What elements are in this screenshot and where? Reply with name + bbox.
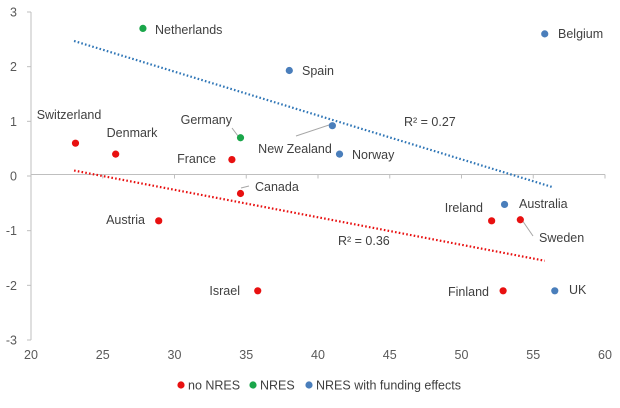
point-label: Belgium	[558, 27, 603, 41]
point-label: Netherlands	[155, 23, 222, 37]
leader-line	[231, 127, 239, 137]
x-tick-label: 45	[383, 348, 397, 362]
data-point	[500, 200, 509, 209]
point-label: Ireland	[445, 201, 483, 215]
r-squared-label: R² = 0.36	[338, 234, 390, 248]
data-point	[285, 66, 293, 75]
y-tick-label: -2	[6, 279, 17, 293]
x-tick-label: 20	[24, 348, 38, 362]
y-tick-label: 1	[10, 115, 17, 129]
legend-label: no NRES	[188, 379, 240, 393]
data-point	[254, 287, 262, 295]
point-label: Australia	[519, 197, 568, 211]
leader-line	[240, 185, 250, 189]
data-point	[488, 217, 496, 225]
legend-marker	[249, 381, 257, 389]
x-tick-label: 60	[598, 348, 612, 362]
leader-line	[521, 219, 534, 237]
data-point	[112, 150, 120, 158]
legend-label: NRES	[260, 379, 295, 393]
y-tick-label: 0	[10, 170, 17, 184]
point-label: UK	[569, 283, 587, 297]
data-labels: Switzerland Denmark France Canada Austria Isr…	[37, 23, 603, 299]
point-label: France	[177, 152, 216, 166]
x-tick-label: 40	[311, 348, 325, 362]
legend-marker	[305, 381, 313, 389]
data-point	[516, 216, 524, 224]
y-tick-label: -3	[6, 334, 17, 348]
legend: no NRES NRES NRES with funding effects	[177, 379, 461, 393]
data-point	[328, 122, 336, 130]
point-label: Sweden	[539, 231, 584, 245]
data-point	[236, 134, 245, 142]
data-point	[236, 189, 245, 198]
point-label: Denmark	[107, 126, 158, 140]
data-point	[71, 139, 80, 147]
legend-label: NRES with funding effects	[316, 379, 461, 393]
data-point	[155, 217, 163, 225]
data-points	[71, 24, 559, 295]
y-tick-label: 3	[10, 6, 17, 20]
leader-lines	[231, 124, 534, 237]
data-point	[551, 287, 559, 295]
point-label: Spain	[302, 64, 334, 78]
axes: -3 -2 -1 0 1 2 3 20 25 30 35 40 45 50 55 60	[6, 6, 612, 363]
point-label: Germany	[181, 113, 233, 127]
x-tick-label: 25	[96, 348, 110, 362]
point-label: Switzerland	[37, 108, 102, 122]
data-point	[228, 156, 236, 164]
point-label: Norway	[352, 148, 395, 162]
data-point	[335, 150, 344, 158]
point-label: Canada	[255, 180, 299, 194]
r-squared-label: R² = 0.27	[404, 115, 456, 129]
trendline	[73, 39, 553, 188]
trendline	[73, 169, 545, 262]
x-tick-label: 50	[455, 348, 469, 362]
data-point	[499, 287, 507, 295]
point-label: Israel	[209, 284, 240, 298]
x-tick-label: 35	[239, 348, 253, 362]
trendlines: R² = 0.27 R² = 0.36	[73, 39, 553, 262]
y-tick-label: -1	[6, 224, 17, 238]
point-label: Finland	[448, 285, 489, 299]
leader-line	[295, 124, 330, 137]
data-point	[139, 24, 147, 32]
x-tick-label: 55	[526, 348, 540, 362]
x-tick-label: 30	[168, 348, 182, 362]
data-point	[541, 30, 549, 38]
point-label: New Zealand	[258, 142, 332, 156]
y-tick-label: 2	[10, 60, 17, 74]
point-label: Austria	[106, 213, 145, 227]
legend-marker	[177, 381, 185, 389]
